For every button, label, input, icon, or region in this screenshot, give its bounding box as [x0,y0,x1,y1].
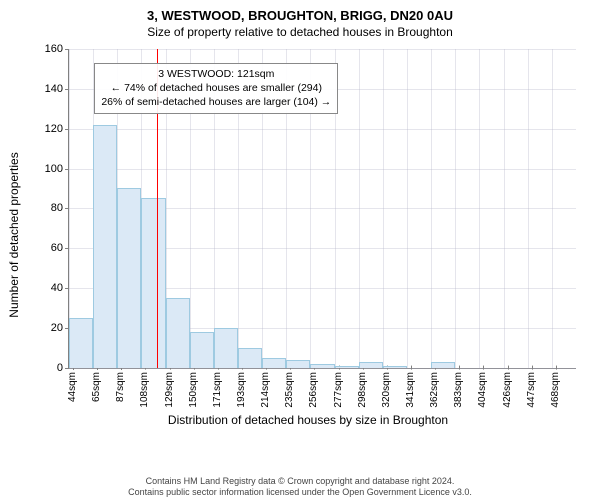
histogram-bar [286,360,310,368]
chart-title: 3, WESTWOOD, BROUGHTON, BRIGG, DN20 0AU [10,8,590,25]
histogram-bar [69,318,93,368]
x-tick-label: 87sqm [115,368,126,402]
plot-wrap: Number of detached properties 0204060801… [28,45,588,425]
histogram-bar [190,332,214,368]
annotation-line-1: 3 WESTWOOD: 121sqm [101,68,331,82]
x-tick-label: 362sqm [429,368,440,408]
y-tick-label: 100 [45,163,69,175]
x-tick-label: 468sqm [550,368,561,408]
x-tick-label: 383sqm [453,368,464,408]
histogram-bar [238,348,262,368]
gridline-v [383,49,384,368]
histogram-bar [93,125,117,368]
gridline-h [69,169,576,170]
y-tick-label: 20 [51,322,69,334]
x-tick-label: 214sqm [260,368,271,408]
x-tick-label: 129sqm [164,368,175,408]
x-tick-label: 298sqm [357,368,368,408]
histogram-bar [262,358,286,368]
gridline-h [69,129,576,130]
x-tick-label: 404sqm [477,368,488,408]
histogram-bar [117,188,141,367]
chart-subtitle: Size of property relative to detached ho… [10,25,590,39]
y-tick-label: 40 [51,282,69,294]
gridline-v [431,49,432,368]
attribution-text: Contains HM Land Registry data © Crown c… [128,476,472,498]
attribution-line-1: Contains HM Land Registry data © Crown c… [128,476,472,487]
chart-container: 3, WESTWOOD, BROUGHTON, BRIGG, DN20 0AU … [0,0,600,500]
x-tick-label: 65sqm [91,368,102,402]
x-tick-label: 277sqm [333,368,344,408]
histogram-bar [310,364,334,368]
histogram-bar [214,328,238,368]
x-tick-label: 426sqm [502,368,513,408]
annotation-box: 3 WESTWOOD: 121sqm← 74% of detached hous… [94,63,338,114]
histogram-bar [141,198,165,367]
gridline-v [528,49,529,368]
x-tick-label: 256sqm [308,368,319,408]
x-tick-label: 235sqm [284,368,295,408]
y-tick-label: 160 [45,43,69,55]
y-tick-label: 120 [45,123,69,135]
gridline-v [407,49,408,368]
histogram-bar [383,366,407,368]
y-tick-label: 80 [51,202,69,214]
gridline-v [455,49,456,368]
histogram-bar [335,366,359,368]
x-tick-label: 44sqm [67,368,78,402]
annotation-line-3: 26% of semi-detached houses are larger (… [101,96,331,110]
histogram-bar [166,298,190,368]
annotation-line-2: ← 74% of detached houses are smaller (29… [101,82,331,96]
histogram-bar [431,362,455,368]
x-tick-label: 150sqm [188,368,199,408]
gridline-h [69,49,576,50]
gridline-v [504,49,505,368]
x-axis-label: Distribution of detached houses by size … [168,413,448,427]
gridline-v [359,49,360,368]
gridline-v [552,49,553,368]
attribution-line-2: Contains public sector information licen… [128,487,472,498]
y-axis-label: Number of detached properties [7,152,21,317]
plot-area: 02040608010012014016044sqm65sqm87sqm108s… [68,49,576,369]
x-tick-label: 108sqm [139,368,150,408]
x-tick-label: 320sqm [381,368,392,408]
y-tick-label: 140 [45,83,69,95]
x-tick-label: 447sqm [526,368,537,408]
gridline-v [479,49,480,368]
histogram-bar [359,362,383,368]
x-tick-label: 193sqm [236,368,247,408]
y-tick-label: 60 [51,242,69,254]
x-tick-label: 341sqm [405,368,416,408]
x-tick-label: 171sqm [212,368,223,408]
